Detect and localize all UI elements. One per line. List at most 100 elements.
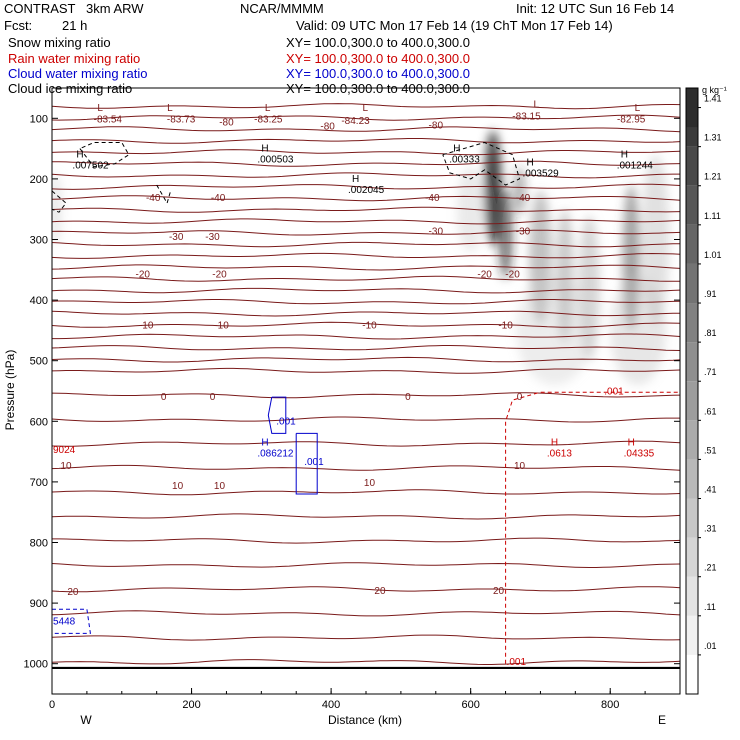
isotherm-label: -83.73 — [167, 114, 196, 125]
colorbar-label: .41 — [704, 485, 717, 495]
extremum-marker: H — [261, 144, 268, 155]
isotherm-line — [52, 229, 680, 236]
isotherm-line — [52, 513, 680, 520]
isotherm-label: -40 — [146, 193, 161, 204]
shaded-blob — [513, 166, 526, 216]
shaded-blob — [484, 130, 502, 246]
extremum-marker: L — [635, 103, 641, 114]
isotherm-line — [52, 264, 680, 271]
field-xy-rain: XY= 100.0,300.0 to 400.0,300.0 — [286, 51, 470, 66]
plot-content: -83.54 -83.73 -80 -83.25 -80 -84.23 -80 -83.15 -… — [52, 99, 680, 670]
isotherm-line — [52, 321, 680, 328]
extremum-marker: L — [265, 103, 271, 114]
extremum-marker: H — [76, 150, 83, 161]
cloud-water-contour — [52, 608, 91, 634]
rain-contour — [505, 391, 680, 664]
x-tick-label: 0 — [49, 699, 55, 711]
isotherm-label: 20 — [493, 586, 505, 597]
colorbar-unit: g kg⁻¹ — [702, 85, 727, 95]
field-name-snow: Snow mixing ratio — [8, 35, 111, 50]
isotherm-line — [52, 103, 680, 110]
isotherm-line — [52, 310, 680, 317]
isotherm-line — [52, 586, 680, 593]
isotherm-label: -83.15 — [512, 111, 541, 122]
isotherm-line — [52, 172, 680, 179]
isotherm-label: -30 — [429, 226, 444, 237]
contour-label: .001 — [304, 457, 324, 468]
isotherm-line — [52, 367, 680, 374]
field-xy-cloud-water: XY= 100.0,300.0 to 400.0,300.0 — [286, 66, 470, 81]
colorbar-swatch — [686, 498, 698, 538]
snow-contour — [442, 141, 521, 186]
isotherm-label: 0 — [210, 392, 216, 403]
colorbar-swatch — [686, 342, 698, 382]
extremum-value: .04335 — [624, 449, 655, 460]
y-tick-label: 600 — [30, 416, 48, 428]
colorbar-swatch — [686, 537, 698, 577]
isotherm-line — [52, 392, 680, 399]
isotherm-line — [52, 562, 680, 568]
isotherm-label: -80 — [320, 122, 335, 133]
west-label: W — [80, 713, 92, 727]
colorbar-swatch — [686, 185, 698, 225]
isotherm-line — [52, 149, 680, 156]
isotherm-label: -20 — [212, 269, 227, 280]
colorbar-label: .21 — [704, 563, 717, 573]
contour-label: .001 — [276, 416, 296, 427]
isotherm-line — [52, 489, 680, 496]
contour-label: 5448 — [53, 616, 76, 627]
extremum-marker: L — [97, 103, 103, 114]
isotherm-line — [52, 241, 680, 248]
y-tick-label: 200 — [30, 174, 48, 186]
contour-label: .001 — [507, 657, 527, 668]
isotherm-label: -84.23 — [341, 116, 370, 127]
extremum-value: .00333 — [449, 155, 480, 166]
colorbar-label: 1.41 — [704, 94, 722, 104]
x-tick-label: 400 — [322, 699, 340, 711]
isotherm-line — [52, 299, 680, 305]
y-tick-label: 700 — [30, 477, 48, 489]
y-tick-label: 100 — [30, 113, 48, 125]
extremum-marker: H — [352, 174, 359, 185]
isotherm-line — [52, 252, 680, 259]
init-time: Init: 12 UTC Sun 16 Feb 14 — [516, 1, 674, 16]
isotherm-label: -80 — [219, 117, 234, 128]
isotherm-label: -10 — [362, 320, 377, 331]
isotherm-label: -30 — [205, 232, 220, 243]
extremum-marker: L — [533, 99, 539, 110]
isotherm-line — [52, 114, 680, 121]
colorbar-swatch — [686, 615, 698, 655]
isotherm-label: -30 — [516, 226, 531, 237]
model-resolution: 3km ARW — [86, 1, 144, 16]
forecast-label: Fcst: — [4, 18, 32, 33]
colorbar-label: .31 — [704, 524, 717, 534]
colorbar-label: 1.31 — [704, 133, 722, 143]
isotherm-line — [52, 356, 680, 363]
isotherm-label: -20 — [477, 269, 492, 280]
isotherm-label: 20 — [374, 586, 386, 597]
x-tick-label: 200 — [182, 699, 200, 711]
snow-contour — [156, 184, 172, 205]
snow-contour — [79, 142, 130, 168]
y-tick-label: 300 — [30, 235, 48, 247]
y-tick-label: 1000 — [24, 659, 48, 671]
isotherm-label: 10 — [60, 461, 72, 472]
isotherm-line — [52, 345, 680, 351]
colorbar-swatch — [686, 420, 698, 460]
extremum-marker: H — [621, 150, 628, 161]
y-tick-label: 400 — [30, 295, 48, 307]
isotherm-label: 0 — [405, 392, 411, 403]
isotherm-line — [52, 537, 680, 544]
isotherm-line — [52, 287, 680, 294]
isotherm-line — [52, 206, 680, 213]
x-tick-label: 600 — [461, 699, 479, 711]
colorbar-swatch — [686, 654, 698, 694]
contour-label: 9024 — [53, 445, 76, 456]
plot-frame — [51, 87, 681, 695]
cloud-water-contour — [295, 432, 318, 495]
shaded-blob — [498, 187, 513, 279]
extremum-value: .003529 — [522, 169, 559, 180]
forecast-value: 21 h — [62, 18, 87, 33]
y-tick-label: 500 — [30, 356, 48, 368]
isotherm-label: -80 — [429, 120, 444, 131]
